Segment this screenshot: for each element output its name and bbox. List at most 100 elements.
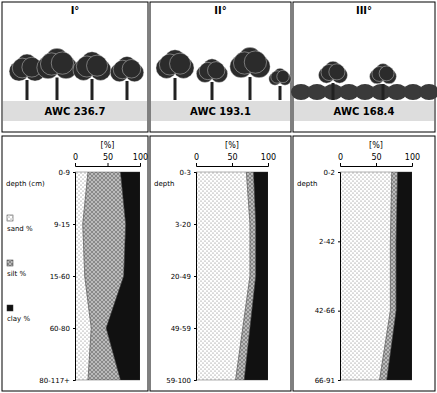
annotation: AWC 193.1 (190, 106, 251, 117)
tick-mark (338, 172, 340, 173)
tick-mark (73, 328, 75, 329)
tick-mark (268, 163, 269, 166)
tick: 15-60 (50, 273, 75, 281)
tick-label: 0 (73, 153, 78, 162)
tick-mark (73, 276, 75, 277)
tick-mark (196, 163, 197, 166)
chart-frame (2, 136, 148, 391)
trunk (56, 78, 59, 101)
panel: II° AWC 193.1 0 50 100 [%] 0-3 3-20 20-49 49-59 59… (150, 2, 291, 391)
trees (156, 47, 291, 100)
tick-label: 2-42 (319, 238, 335, 246)
title: I° (71, 5, 80, 16)
area-2 (244, 172, 268, 380)
legend-label: clay % (7, 315, 30, 323)
y-axis: 0-3 3-20 20-49 49-59 59-100 (166, 169, 196, 385)
tick-label: 0 (338, 153, 343, 162)
trunk (26, 80, 29, 100)
x-label: [%] (369, 141, 383, 150)
tick-mark (340, 163, 341, 166)
tick: 50 (227, 153, 237, 166)
tick-mark (194, 172, 196, 173)
plot-area (75, 172, 140, 380)
crown (170, 53, 191, 74)
axis-line (76, 163, 141, 167)
axis-line (338, 173, 341, 381)
tick-mark (376, 163, 377, 166)
tick: 0-3 (180, 169, 196, 177)
title: III° (356, 5, 372, 16)
tick-mark (108, 163, 109, 166)
trunk (382, 84, 385, 100)
trunk (249, 77, 252, 100)
x-label: [%] (225, 141, 239, 150)
tick: 0-2 (324, 169, 340, 177)
tick-label: 59-100 (166, 377, 191, 385)
illustration-frame (150, 2, 291, 132)
panel: III°AWC 168.4050100[%]0-22-4242-6666-91d… (291, 2, 437, 391)
y-label: depth (297, 180, 317, 188)
crown (122, 59, 141, 78)
tick: 0 (73, 153, 78, 166)
tick-mark (73, 172, 75, 173)
tick-label: 100 (261, 153, 276, 162)
tick: 80-117+ (39, 377, 75, 385)
annotation: AWC 236.7 (45, 106, 106, 117)
tick-label: 50 (371, 153, 381, 162)
tick: 49-59 (171, 325, 196, 333)
legend-swatch (7, 215, 13, 221)
tick-label: 0-3 (180, 169, 191, 177)
x-label: [%] (101, 141, 115, 150)
tick-mark (338, 311, 340, 312)
axis-line (341, 163, 413, 167)
figure: I°AWC 236.7050100[%]0-99-1515-6060-8080-… (0, 0, 437, 393)
area-0 (340, 172, 392, 380)
tick-mark (140, 163, 141, 166)
plot-area (340, 172, 412, 380)
tick-label: 49-59 (171, 325, 191, 333)
legend: sand %silt %clay % (7, 215, 33, 323)
trunk (174, 78, 177, 100)
tick: 42-66 (315, 307, 340, 315)
legend-label: silt % (7, 270, 27, 278)
crown (87, 55, 108, 76)
x-axis: 0 50 100 (194, 153, 276, 167)
tick: 50 (371, 153, 381, 166)
crown (277, 70, 289, 82)
axis-line (197, 163, 269, 167)
tick-label: 9-15 (54, 221, 70, 229)
crown (244, 51, 266, 73)
tick-label: 3-20 (175, 221, 191, 229)
tick-label: 80-117+ (39, 377, 70, 385)
ground-band (294, 101, 434, 121)
tick-label: 0-9 (59, 169, 70, 177)
crown (51, 52, 73, 74)
tick-label: 100 (133, 153, 148, 162)
title: II° (214, 5, 226, 16)
tick-mark (338, 241, 340, 242)
tick: 66-91 (315, 377, 340, 385)
tick-mark (73, 380, 75, 381)
chart-frame (150, 136, 291, 391)
trunk (279, 86, 282, 100)
tick-label: 42-66 (315, 307, 336, 315)
trunk (126, 81, 129, 100)
tick-label: 0 (194, 153, 199, 162)
tick-mark (75, 163, 76, 166)
tick-label: 50 (103, 153, 113, 162)
tick-mark (338, 380, 340, 381)
tick: 20-49 (171, 273, 196, 281)
illustration-frame (2, 2, 148, 132)
y-axis: 0-99-1515-6060-8080-117+ (39, 169, 75, 385)
legend-swatch (7, 260, 13, 266)
tick-mark (194, 224, 196, 225)
tick: 59-100 (166, 377, 196, 385)
ground-band (3, 101, 147, 121)
y-label: depth (154, 180, 174, 188)
tick-mark (194, 276, 196, 277)
tick: 9-15 (54, 221, 75, 229)
tick: 50 (103, 153, 113, 166)
tick: 100 (261, 153, 276, 166)
tick: 100 (133, 153, 148, 166)
tick: 3-20 (175, 221, 196, 229)
